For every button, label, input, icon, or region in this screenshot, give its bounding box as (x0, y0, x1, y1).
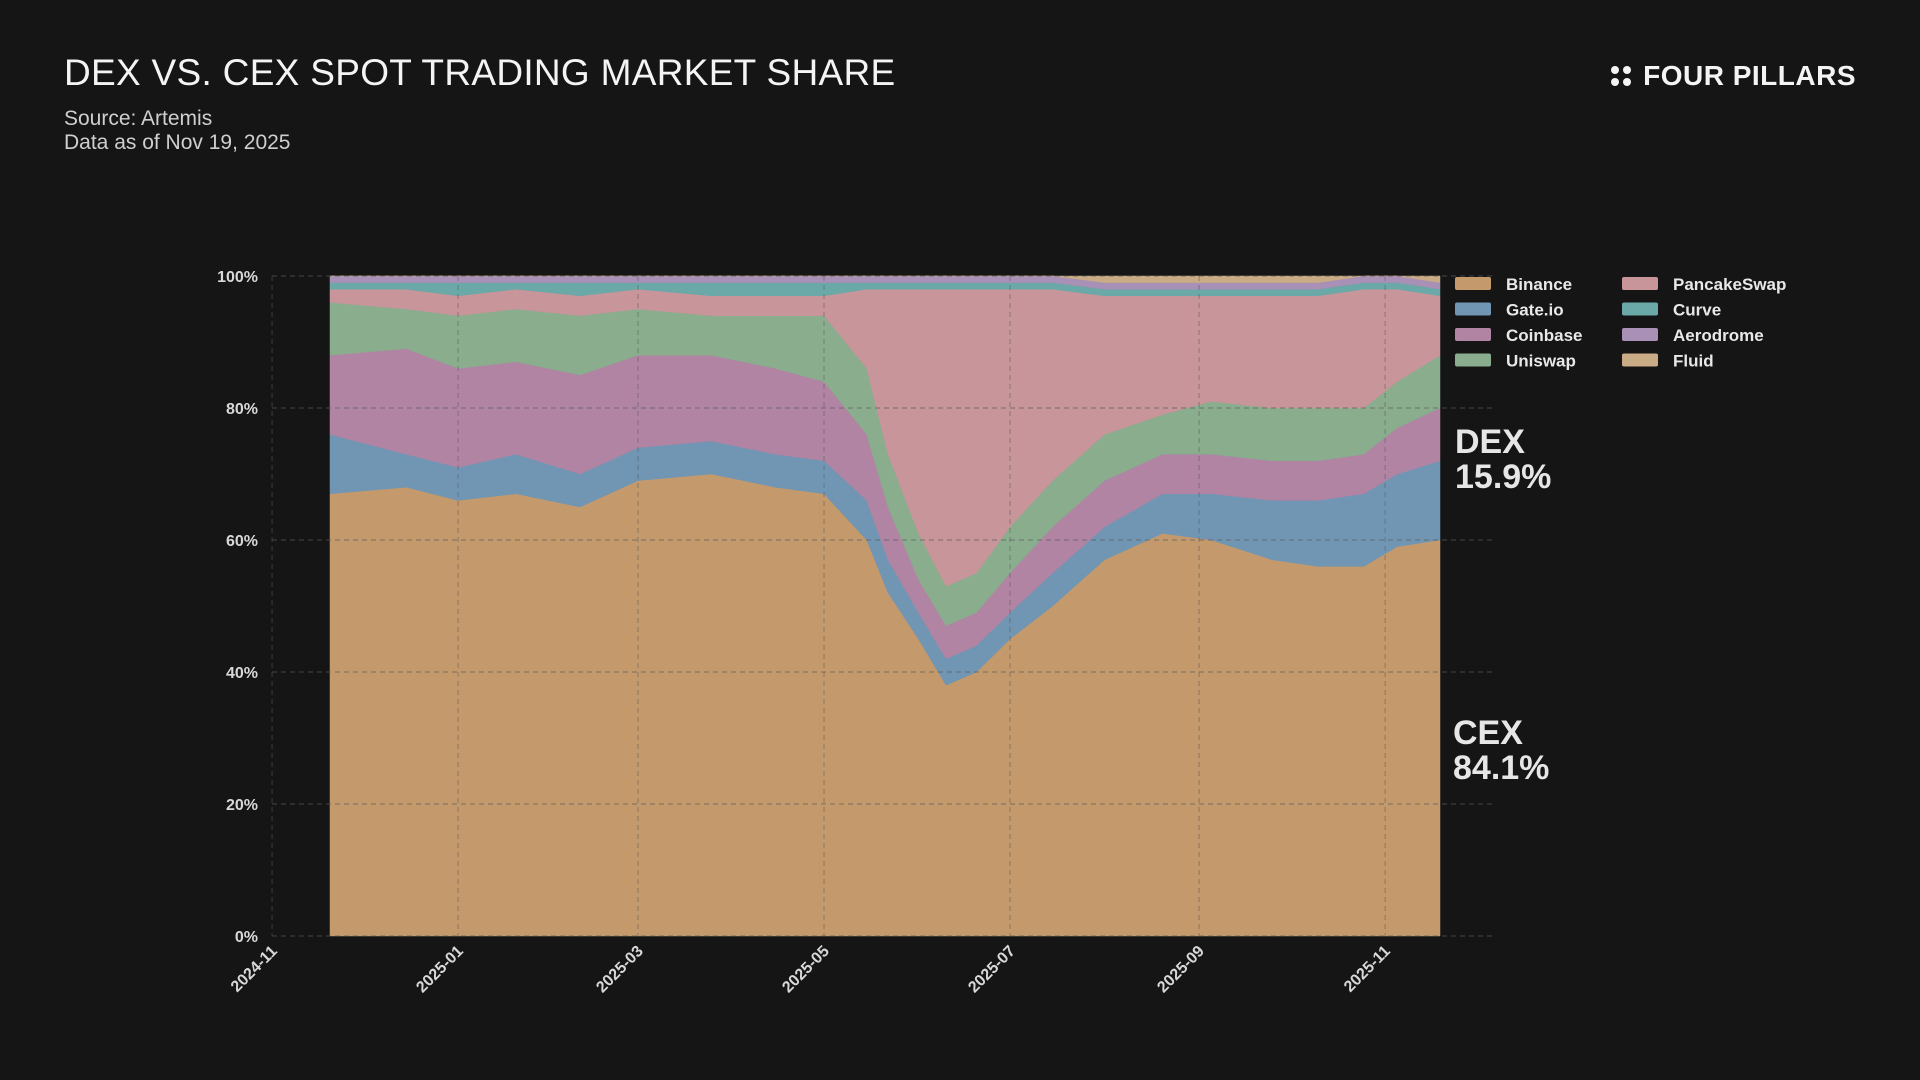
legend-item-binance: Binance (1455, 275, 1572, 294)
x-tick-label: 2025-11 (1341, 943, 1394, 996)
legend-label: Binance (1506, 275, 1572, 294)
legend-swatch (1455, 353, 1491, 367)
legend-swatch (1455, 328, 1491, 341)
legend-item-gate.io: Gate.io (1455, 301, 1564, 320)
legend-item-coinbase: Coinbase (1455, 326, 1583, 345)
legend-item-aerodrome: Aerodrome (1622, 326, 1764, 345)
source-note: Source: Artemis (64, 107, 213, 130)
dex-label: DEX (1455, 423, 1525, 461)
data-date-note: Data as of Nov 19, 2025 (64, 131, 291, 154)
legend-item-curve: Curve (1622, 301, 1721, 320)
legend-swatch (1622, 277, 1658, 290)
four-dots-icon (1611, 66, 1632, 86)
y-tick-label: 80% (226, 401, 258, 418)
cex-label: CEX (1453, 714, 1523, 752)
legend-label: PancakeSwap (1673, 275, 1786, 294)
legend-label: Fluid (1673, 352, 1714, 371)
legend-swatch (1455, 302, 1491, 316)
dex-share-value: 15.9% (1455, 458, 1551, 496)
legend-item-fluid: Fluid (1622, 352, 1714, 371)
legend-swatch (1622, 353, 1658, 367)
x-tick-label: 2025-05 (779, 943, 833, 997)
legend-label: Uniswap (1506, 352, 1576, 371)
y-tick-label: 20% (226, 797, 258, 814)
area-layers (329, 275, 1441, 937)
x-tick-label: 2025-03 (593, 943, 647, 997)
x-tick-label: 2025-07 (965, 943, 1019, 997)
legend-label: Gate.io (1506, 301, 1564, 320)
legend-item-uniswap: Uniswap (1455, 352, 1576, 371)
legend-label: Aerodrome (1673, 326, 1764, 345)
legend: Binance Gate.io Coinbase Uniswap PancakeSwap… (1455, 275, 1786, 371)
x-axis-ticks: 2024-11 2025-01 2025-03 2025-05 2025-07 2025-… (228, 943, 1394, 997)
page-title: DEX VS. CEX SPOT TRADING MARKET SHARE (64, 52, 896, 93)
cex-share-value: 84.1% (1453, 749, 1549, 787)
x-tick-label: 2024-11 (228, 943, 281, 996)
legend-item-pancakeswap: PancakeSwap (1622, 275, 1786, 294)
legend-swatch (1622, 328, 1658, 341)
legend-label: Coinbase (1506, 326, 1583, 345)
grid-lines (271, 275, 1495, 937)
legend-label: Curve (1673, 301, 1721, 320)
y-tick-label: 40% (226, 665, 258, 682)
y-tick-label: 100% (217, 269, 258, 286)
brand-name: FOUR PILLARS (1643, 60, 1856, 91)
brand-logo: FOUR PILLARS (1611, 60, 1856, 92)
y-tick-label: 60% (226, 533, 258, 550)
x-tick-label: 2025-01 (413, 943, 467, 997)
y-axis-ticks: 0% 20% 40% 60% 80% 100% (217, 269, 258, 946)
x-tick-label: 2025-09 (1154, 943, 1208, 997)
legend-swatch (1622, 302, 1658, 316)
legend-swatch (1455, 277, 1491, 290)
y-tick-label: 0% (235, 929, 258, 946)
